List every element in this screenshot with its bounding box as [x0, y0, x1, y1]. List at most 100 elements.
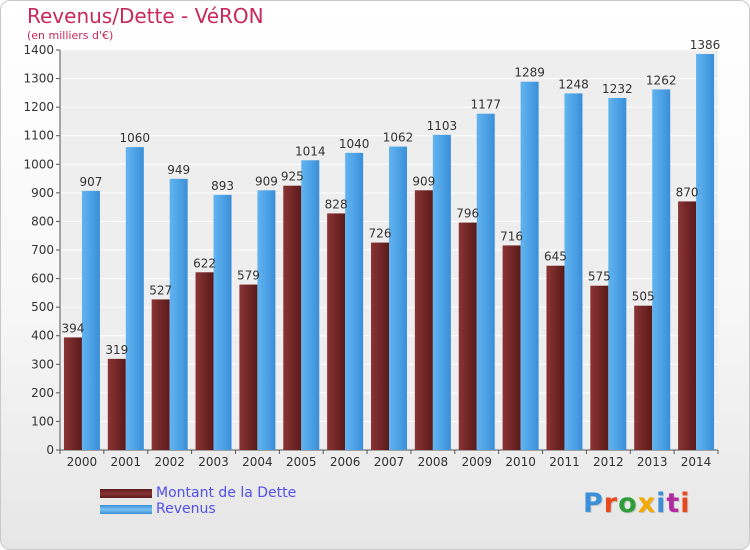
data-label: 622 [193, 256, 216, 270]
bar-revenus [432, 134, 451, 450]
bar-dette [239, 284, 258, 450]
legend-label-revenus: Revenus [156, 501, 216, 517]
x-tick-label: 2001 [111, 455, 142, 469]
bar-dette [414, 190, 433, 451]
x-tick-label: 2014 [681, 455, 712, 469]
chart-title: Revenus/Dette - VéRON [27, 4, 264, 28]
x-tick-label: 2000 [67, 455, 98, 469]
x-tick-label: 2006 [330, 455, 361, 469]
y-tick-label: 100 [31, 414, 54, 428]
data-label: 1248 [558, 77, 589, 91]
data-label: 1040 [339, 137, 370, 151]
data-label: 870 [676, 185, 699, 199]
data-label: 394 [61, 321, 84, 335]
bar-dette [283, 185, 302, 450]
data-label: 1386 [690, 38, 721, 52]
x-tick-label: 2004 [242, 455, 273, 469]
bar-dette [590, 285, 609, 450]
data-label: 796 [456, 207, 479, 221]
x-tick-label: 2005 [286, 455, 317, 469]
bar-revenus [476, 113, 495, 450]
bar-dette [151, 299, 170, 450]
x-tick-label: 2002 [154, 455, 185, 469]
logo-letter: i [656, 488, 667, 519]
y-tick-label: 1200 [23, 100, 54, 114]
y-tick-label: 400 [31, 329, 54, 343]
legend-swatch-revenus [100, 505, 152, 514]
bar-revenus [696, 54, 715, 450]
y-tick-label: 900 [31, 186, 54, 200]
y-tick-label: 700 [31, 243, 54, 257]
proxiti-logo: Proxiti [583, 488, 691, 519]
data-label: 1289 [514, 66, 545, 80]
data-label: 1177 [470, 98, 501, 112]
x-tick-label: 2009 [461, 455, 492, 469]
bar-dette [327, 213, 346, 450]
bar-revenus [652, 89, 671, 450]
data-label: 907 [79, 175, 102, 189]
y-tick-label: 0 [46, 443, 54, 457]
logo-letter: t [666, 488, 681, 519]
y-tick-label: 800 [31, 214, 54, 228]
bar-revenus [520, 81, 539, 450]
data-label: 1060 [120, 131, 151, 145]
bar-dette [195, 272, 214, 450]
bar-revenus [125, 147, 144, 450]
logo-letter: P [583, 488, 604, 519]
data-label: 645 [544, 250, 567, 264]
x-tick-label: 2011 [549, 455, 580, 469]
x-tick-label: 2013 [637, 455, 668, 469]
data-label: 828 [325, 197, 348, 211]
bar-revenus [608, 98, 627, 450]
data-label: 909 [255, 174, 278, 188]
bar-revenus [564, 93, 583, 450]
legend-swatch-debt [100, 489, 152, 498]
x-tick-label: 2007 [374, 455, 405, 469]
bar-dette [546, 265, 565, 450]
data-label: 319 [105, 343, 128, 357]
data-label: 949 [167, 163, 190, 177]
data-label: 1014 [295, 144, 326, 158]
x-tick-label: 2008 [418, 455, 449, 469]
y-tick-label: 1300 [23, 72, 54, 86]
y-tick-label: 600 [31, 272, 54, 286]
data-label: 1232 [602, 82, 633, 96]
bar-dette [502, 245, 521, 450]
bar-revenus [301, 160, 320, 451]
data-label: 925 [281, 170, 304, 184]
data-label: 893 [211, 179, 234, 193]
y-tick-label: 1100 [23, 129, 54, 143]
data-label: 1103 [427, 119, 458, 133]
x-tick-label: 2010 [505, 455, 536, 469]
data-label: 726 [369, 227, 392, 241]
bar-revenus [257, 190, 276, 451]
x-axis: 2000 2001 2002 2003 2004 2005 2006 2007 2008 2009… [59, 449, 719, 469]
data-label: 505 [632, 290, 655, 304]
bar-dette [371, 242, 389, 450]
data-label: 909 [412, 174, 435, 188]
y-tick-label: 300 [31, 357, 54, 371]
bars [63, 54, 715, 451]
logo-letter: i [680, 488, 691, 519]
data-label: 579 [237, 269, 260, 283]
bar-revenus [213, 194, 232, 450]
y-tick-label: 200 [31, 386, 54, 400]
legend-label-debt: Montant de la Dette [156, 485, 297, 501]
bar-dette [634, 305, 653, 450]
bar-revenus [169, 178, 188, 450]
data-label: 1262 [646, 73, 677, 87]
chart-subtitle: (en milliers d'€) [27, 29, 114, 42]
logo-letter: o [618, 488, 638, 519]
data-label: 1062 [383, 131, 414, 145]
y-tick-label: 1000 [23, 157, 54, 171]
logo-letter: r [603, 488, 619, 519]
x-tick-label: 2012 [593, 455, 624, 469]
y-axis: 0 100 200 300 400 500 600 700 800 900 1000 1100 1200… [23, 43, 61, 457]
y-tick-label: 1400 [23, 43, 54, 57]
data-label: 575 [588, 270, 611, 284]
data-label: 527 [149, 283, 172, 297]
bar-revenus [345, 152, 364, 450]
bar-dette [678, 201, 697, 450]
